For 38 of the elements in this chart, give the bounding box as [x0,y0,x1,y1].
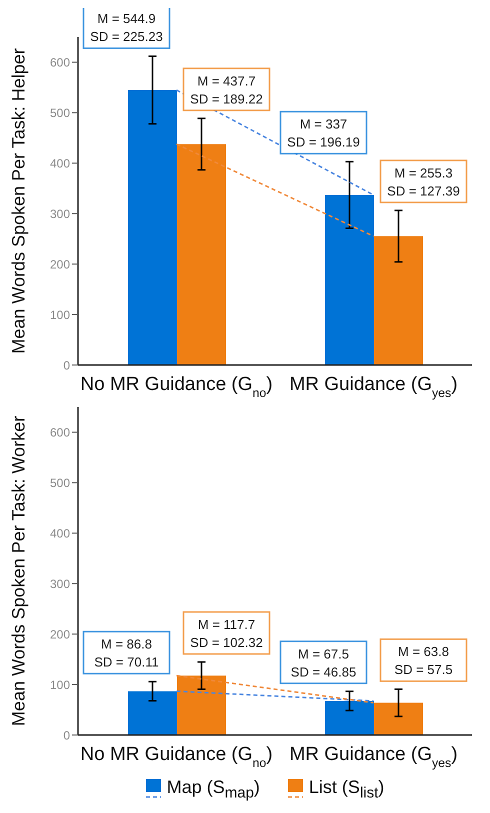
bar [374,702,423,735]
y-tick-label: 0 [63,358,70,372]
y-tick-label: 200 [50,627,70,642]
bar [128,90,177,365]
y-tick-label: 300 [50,206,70,221]
y-tick-label: 300 [50,576,70,591]
bar [177,144,226,365]
y-tick-label: 600 [50,425,70,440]
y-tick-label: 400 [50,156,70,170]
y-tick-label: 200 [50,257,70,272]
annotation: M = 437.7 SD = 189.22 [190,73,263,106]
y-axis-title: Mean Words Spoken Per Task: Helper [8,48,28,354]
y-axis-title: Mean Words Spoken Per Task: Worker [8,416,28,726]
y-tick-label: 500 [50,106,70,120]
annotation: M = 255.3 SD = 127.39 [387,165,460,198]
x-tick-label: MR Guidance (G$_{yes}$) [289,744,458,770]
bar [128,691,177,735]
annotation: M = 117.7 SD = 102.32 [190,616,263,650]
y-tick-label: 100 [50,308,70,322]
bar [374,236,423,365]
annotation: M = 337 SD = 196.19 [287,116,360,150]
bar [177,676,226,735]
x-tick-label: No MR Guidance (G$_{no}$) [80,744,273,770]
legend-label: List (S$_{list}$) [308,777,384,802]
y-tick-label: 100 [50,678,70,692]
y-tick-label: 500 [50,476,70,490]
annotation: M = 67.5 SD = 46.85 [290,646,356,680]
x-tick-label: MR Guidance (G$_{yes}$) [289,374,458,400]
annotation: M = 86.8 SD = 70.11 [94,636,159,670]
y-tick-label: 600 [50,55,70,70]
x-tick-label: No MR Guidance (G$_{no}$) [80,374,273,400]
bar [325,194,374,365]
legend-label: Map (S$_{map}$) [166,777,260,802]
y-tick-label: 0 [63,728,70,742]
annotation: M = 63.8 SD = 57.5 [394,644,453,678]
annotation: M = 544.9 SD = 225.23 [90,11,163,44]
y-tick-label: 400 [50,526,70,540]
bar [325,700,374,735]
